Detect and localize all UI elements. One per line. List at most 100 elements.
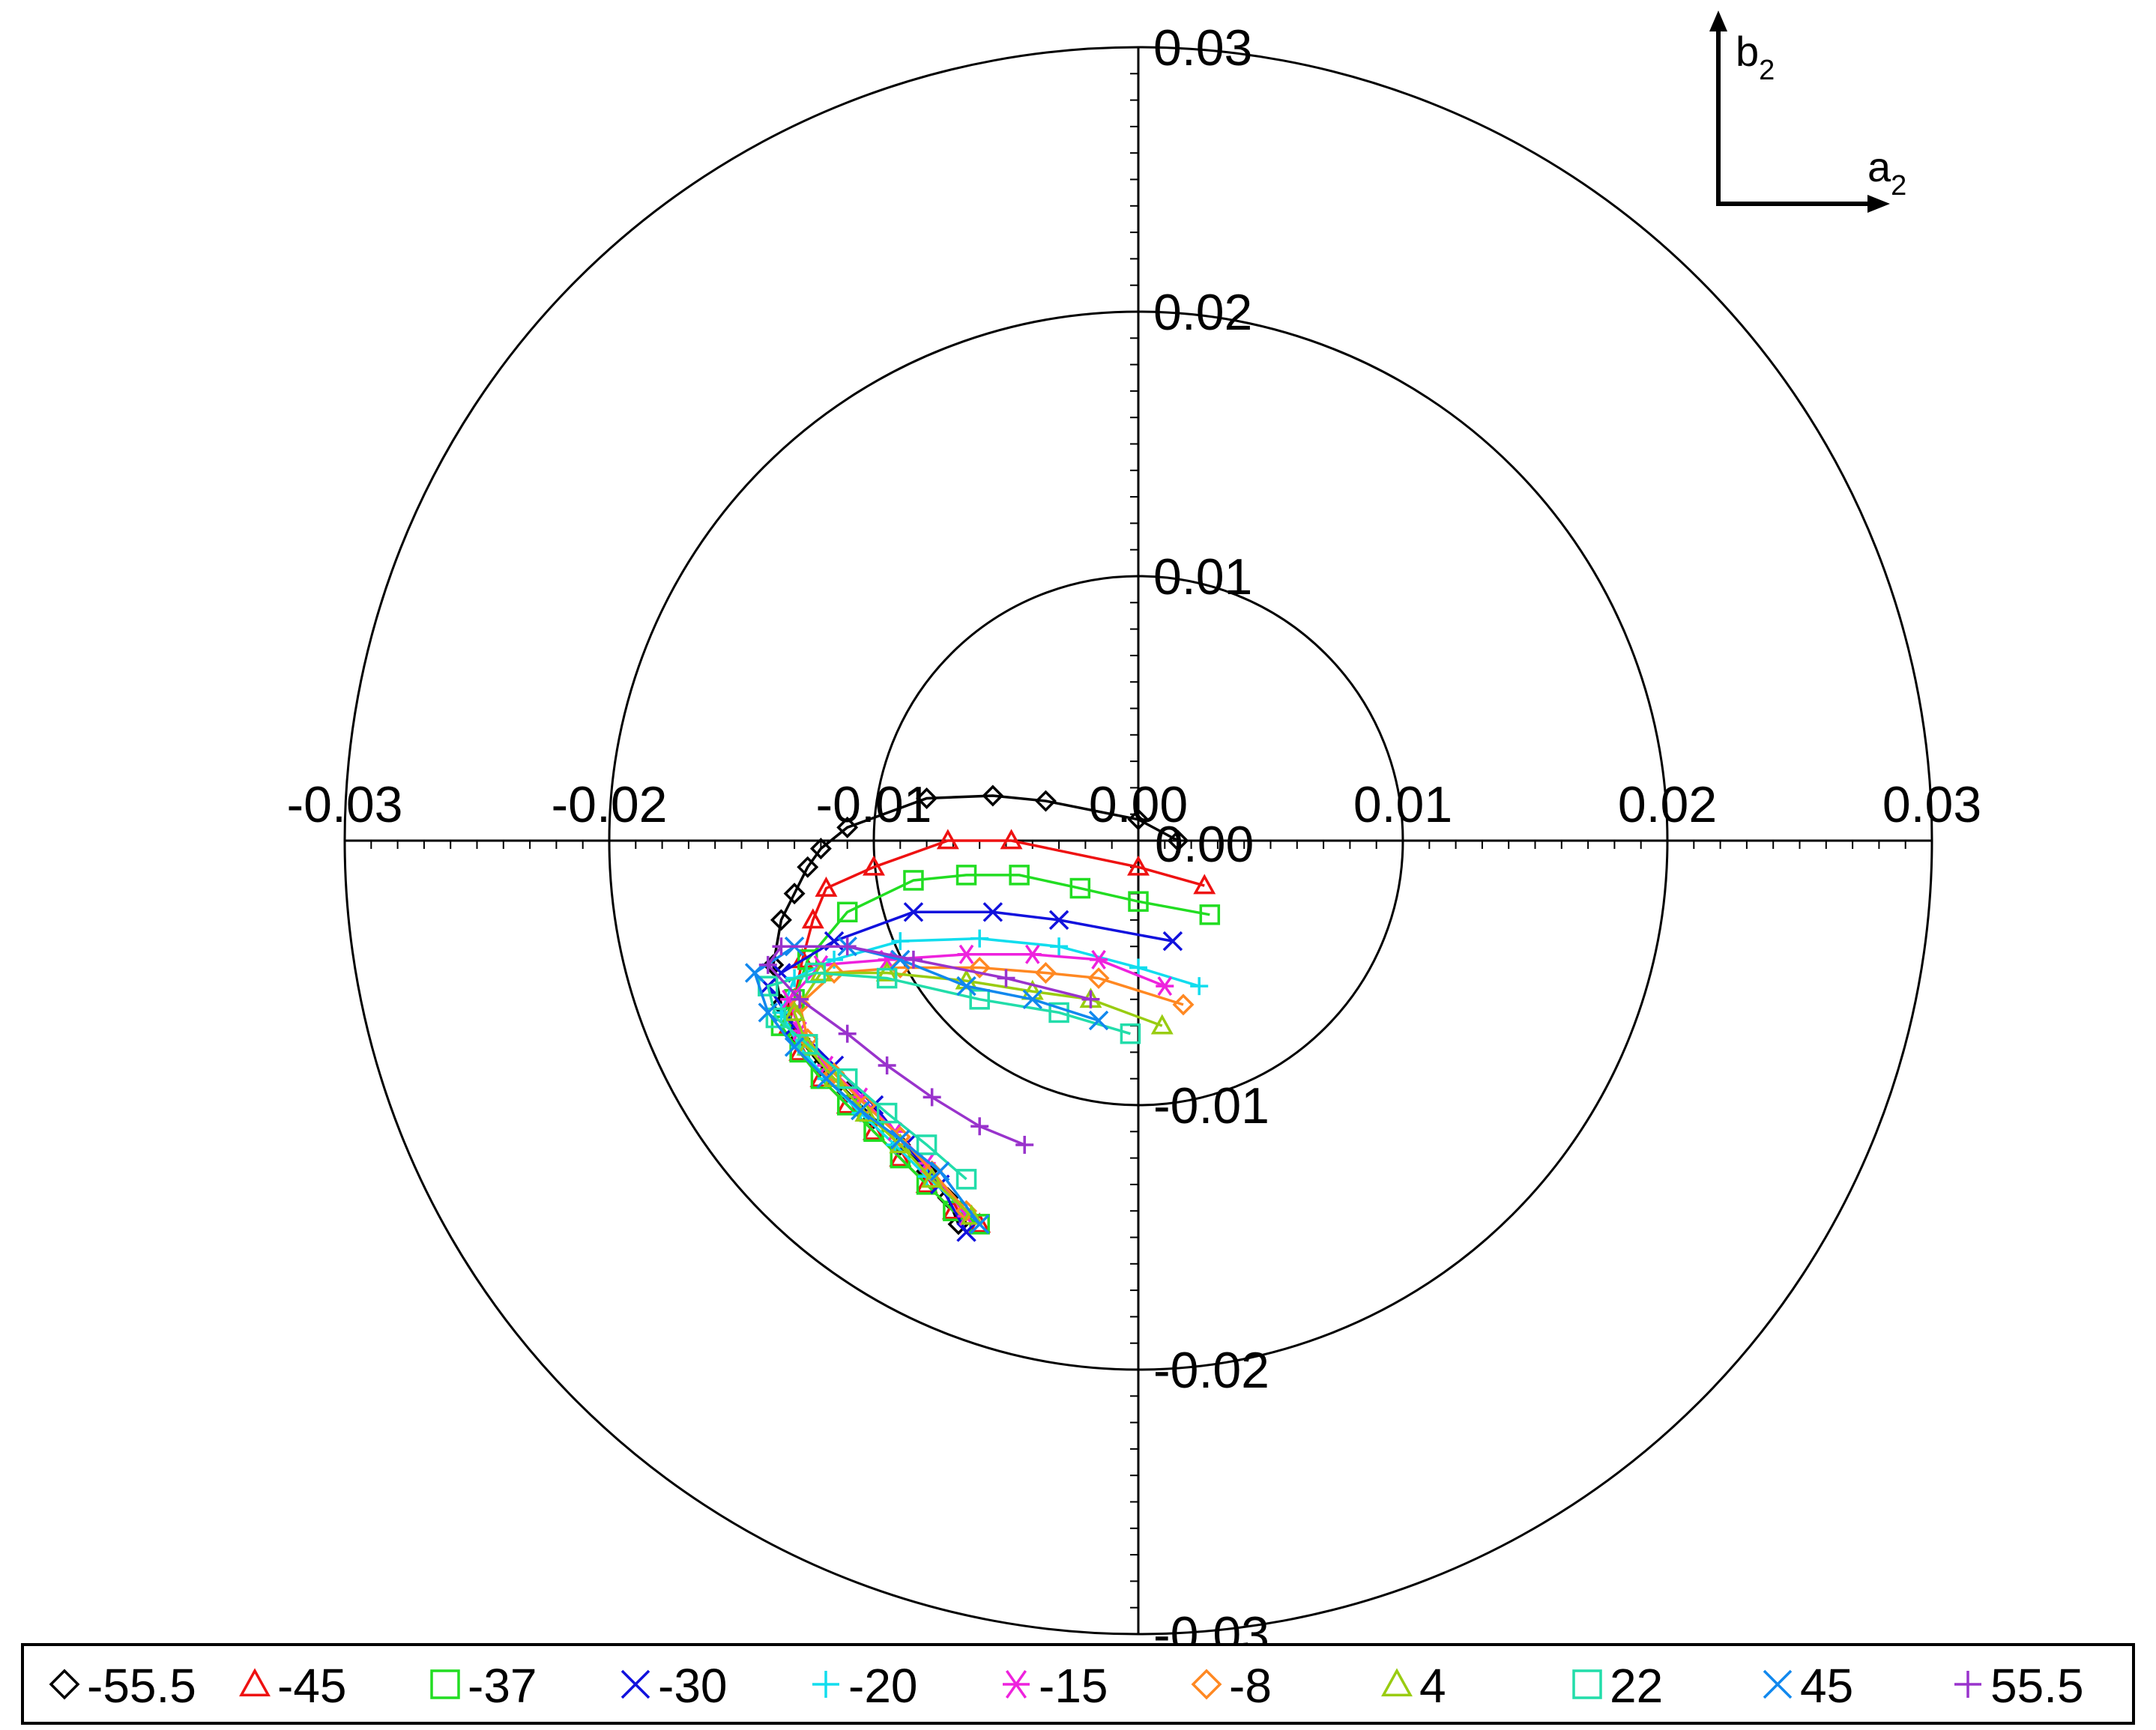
data-point xyxy=(915,1173,938,1194)
data-point xyxy=(1129,958,1147,977)
data-point xyxy=(955,1169,977,1190)
data-point xyxy=(1156,976,1174,996)
data-point xyxy=(968,956,991,979)
data-point xyxy=(1034,790,1057,812)
legend-item: -8 xyxy=(1191,1659,1272,1713)
data-point xyxy=(816,1068,836,1089)
data-point xyxy=(823,962,845,984)
legend: -55.5 -45 -37 -30 -20 -15 -8 4 22 45 55.5 xyxy=(21,1643,2135,1725)
data-point xyxy=(772,937,791,956)
axis-minor-ticks xyxy=(344,46,1933,1635)
series-line xyxy=(766,971,1131,1181)
data-point xyxy=(797,856,819,878)
legend-marker xyxy=(812,1671,839,1698)
x-tick-label: 0.01 xyxy=(1353,776,1452,833)
data-point xyxy=(890,1129,911,1150)
legend-marker xyxy=(49,1669,80,1700)
data-point xyxy=(982,902,1003,922)
data-point xyxy=(815,876,838,897)
data-point xyxy=(758,955,777,974)
series-line xyxy=(788,839,1205,1226)
legend-item: -15 xyxy=(1003,1659,1108,1713)
y-tick-label: 0.02 xyxy=(1153,284,1252,341)
data-point xyxy=(875,961,899,982)
data-point xyxy=(956,976,976,996)
data-point xyxy=(955,865,977,886)
data-point xyxy=(770,909,792,931)
legend-item: -30 xyxy=(620,1659,728,1713)
data-point xyxy=(1000,829,1023,850)
legend-label: -37 xyxy=(468,1659,537,1713)
legend-marker xyxy=(1381,1668,1413,1697)
data-point xyxy=(836,816,859,838)
legend-marker xyxy=(1191,1669,1222,1700)
data-point xyxy=(1090,949,1108,970)
data-series-layer xyxy=(744,784,1221,1242)
data-point xyxy=(758,1002,779,1023)
data-point xyxy=(1022,989,1043,1010)
series--37 xyxy=(770,865,1221,1235)
series-line xyxy=(779,874,1210,1226)
series-line xyxy=(793,971,1163,1218)
data-point xyxy=(838,937,857,956)
legend-item: 45 xyxy=(1763,1659,1853,1713)
data-point xyxy=(1048,1002,1069,1023)
legend-label: -55.5 xyxy=(87,1659,196,1713)
data-point xyxy=(903,902,924,922)
data-point xyxy=(1009,865,1030,886)
y-tick-label: 0.01 xyxy=(1153,548,1252,605)
inset-x-label: a2 xyxy=(1867,143,1906,202)
legend-label: 45 xyxy=(1800,1659,1853,1713)
data-point xyxy=(1069,877,1091,899)
data-point xyxy=(969,989,990,1010)
legend-item: 4 xyxy=(1381,1659,1446,1713)
data-point xyxy=(1199,904,1221,925)
data-point xyxy=(890,949,911,970)
legend-label: -8 xyxy=(1229,1659,1272,1713)
data-point xyxy=(889,1146,912,1167)
data-point xyxy=(1127,808,1150,831)
legend-marker xyxy=(430,1669,460,1699)
data-point xyxy=(744,963,765,983)
data-point xyxy=(1048,910,1069,931)
data-point xyxy=(956,1222,976,1242)
y-tick-label: 0.03 xyxy=(1153,19,1252,76)
data-point xyxy=(1190,977,1209,996)
legend-label: 4 xyxy=(1419,1659,1446,1713)
axis-tick-labels: -0.03 -0.02 -0.01 0.00 0.01 0.02 0.03 0.03 0.02 0… xyxy=(287,19,1982,1663)
legend-marker xyxy=(1572,1669,1602,1699)
legend-marker xyxy=(1003,1669,1030,1699)
legend-label: -45 xyxy=(277,1659,347,1713)
inset-up-arrowhead xyxy=(1709,10,1727,31)
legend-marker xyxy=(1763,1669,1793,1699)
data-point xyxy=(936,829,959,850)
legend-item: 22 xyxy=(1572,1659,1663,1713)
series--55.5 xyxy=(762,784,1189,1236)
x-tick-label: -0.02 xyxy=(552,776,668,833)
series-55.5 xyxy=(758,937,1100,1154)
series-45 xyxy=(744,936,1109,1235)
legend-label: 55.5 xyxy=(1990,1659,2084,1713)
data-point xyxy=(916,1134,937,1155)
data-point xyxy=(997,969,1015,988)
y-tick-label: -0.01 xyxy=(1153,1077,1269,1134)
data-point xyxy=(1172,993,1195,1016)
data-point xyxy=(920,1167,943,1188)
data-point xyxy=(809,838,832,860)
data-point xyxy=(838,1024,857,1043)
legend-item: 55.5 xyxy=(1954,1659,2084,1713)
data-point xyxy=(1167,829,1189,852)
data-point xyxy=(916,787,938,809)
series-22 xyxy=(758,962,1141,1190)
data-point xyxy=(783,883,806,905)
x-tick-label: 0.03 xyxy=(1882,776,1981,833)
legend-label: -15 xyxy=(1039,1659,1108,1713)
data-point xyxy=(784,1037,805,1057)
data-point xyxy=(1034,962,1057,984)
data-point xyxy=(851,1100,871,1121)
legend-label: -30 xyxy=(658,1659,728,1713)
data-point xyxy=(836,1068,858,1089)
data-point xyxy=(1081,990,1100,1008)
data-point xyxy=(1162,931,1183,952)
